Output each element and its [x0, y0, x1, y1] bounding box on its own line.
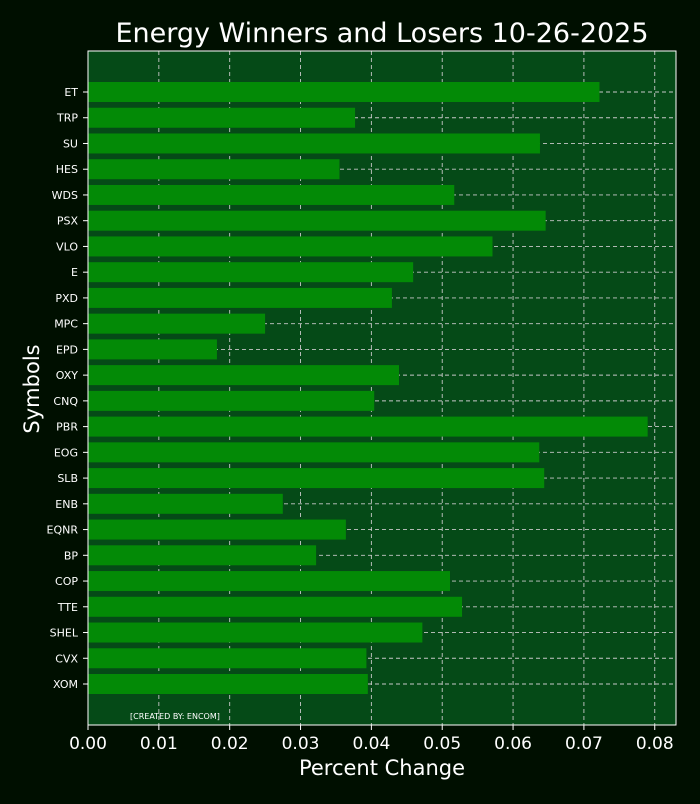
x-axis-label: Percent Change: [299, 756, 465, 780]
y-tick-label: HES: [56, 163, 78, 176]
x-tick-label: 0.07: [565, 734, 603, 754]
y-tick-label: PXD: [55, 292, 78, 305]
bar-enb: [88, 493, 283, 514]
y-axis-ticks: ET TRP SU HES WDS PSX VLO E PXD MPC EPD OXY CNQ PBR EO…: [47, 86, 88, 691]
y-tick-label: WDS: [52, 189, 78, 202]
y-tick-label: ENB: [55, 498, 78, 511]
y-tick-label: BP: [64, 549, 79, 562]
bars: [88, 82, 648, 694]
y-tick-label: EOG: [54, 446, 78, 459]
x-tick-label: 0.05: [423, 734, 461, 754]
y-tick-label: SLB: [57, 472, 78, 485]
x-axis-ticks: 0.00 0.01 0.02 0.03 0.04 0.05 0.06 0.07 0.08: [69, 725, 674, 754]
x-tick-label: 0.02: [211, 734, 249, 754]
y-tick-label: TRP: [56, 112, 78, 125]
y-tick-label: CNQ: [53, 395, 78, 408]
y-tick-label: PSX: [57, 215, 79, 228]
plot-frame: [87, 50, 677, 726]
bar-bp: [88, 545, 317, 566]
bar-shel: [88, 622, 423, 643]
y-tick-label: SHEL: [50, 627, 79, 640]
y-tick-label: EQNR: [47, 524, 79, 537]
y-tick-label: SU: [63, 137, 78, 150]
bar-tte: [88, 596, 463, 617]
bar-xom: [88, 674, 368, 694]
chart-title: Energy Winners and Losers 10-26-2025: [115, 18, 648, 49]
x-tick-label: 0.04: [352, 734, 390, 754]
x-tick-label: 0.08: [636, 734, 674, 754]
bar-slb: [88, 468, 545, 489]
bar-eqnr: [88, 519, 346, 540]
bar-cvx: [88, 648, 367, 669]
x-tick-label: 0.00: [69, 734, 107, 754]
bar-cnq: [88, 390, 375, 411]
y-tick-label: E: [71, 266, 78, 279]
y-tick-label: OXY: [56, 369, 78, 382]
bar-su: [88, 133, 540, 154]
watermark-annotation: [CREATED BY: ENCOM]: [130, 712, 220, 721]
bar-wds: [88, 184, 455, 205]
bar-e: [88, 262, 414, 283]
y-tick-label: MPC: [54, 318, 78, 331]
y-tick-label: VLO: [56, 240, 78, 253]
y-tick-label: COP: [55, 575, 78, 588]
bar-hes: [88, 159, 340, 180]
bar-pbr: [88, 416, 648, 437]
bar-et: [88, 82, 600, 102]
bar-epd: [88, 339, 217, 360]
bar-pxd: [88, 287, 392, 308]
bar-oxy: [88, 365, 400, 386]
y-axis-label: Symbols: [20, 344, 44, 433]
x-tick-label: 0.01: [140, 734, 178, 754]
y-tick-label: EPD: [56, 343, 78, 356]
y-tick-label: PBR: [56, 421, 78, 434]
y-tick-label: ET: [64, 86, 78, 99]
x-tick-label: 0.03: [282, 734, 320, 754]
y-tick-label: TTE: [57, 601, 78, 614]
bar-cop: [88, 571, 451, 592]
bar-trp: [88, 107, 356, 128]
bar-psx: [88, 210, 546, 231]
bar-eog: [88, 442, 540, 463]
y-tick-label: XOM: [53, 678, 78, 691]
bar-mpc: [88, 313, 266, 334]
y-tick-label: CVX: [55, 652, 78, 665]
bar-vlo: [88, 236, 493, 257]
x-tick-label: 0.06: [494, 734, 532, 754]
